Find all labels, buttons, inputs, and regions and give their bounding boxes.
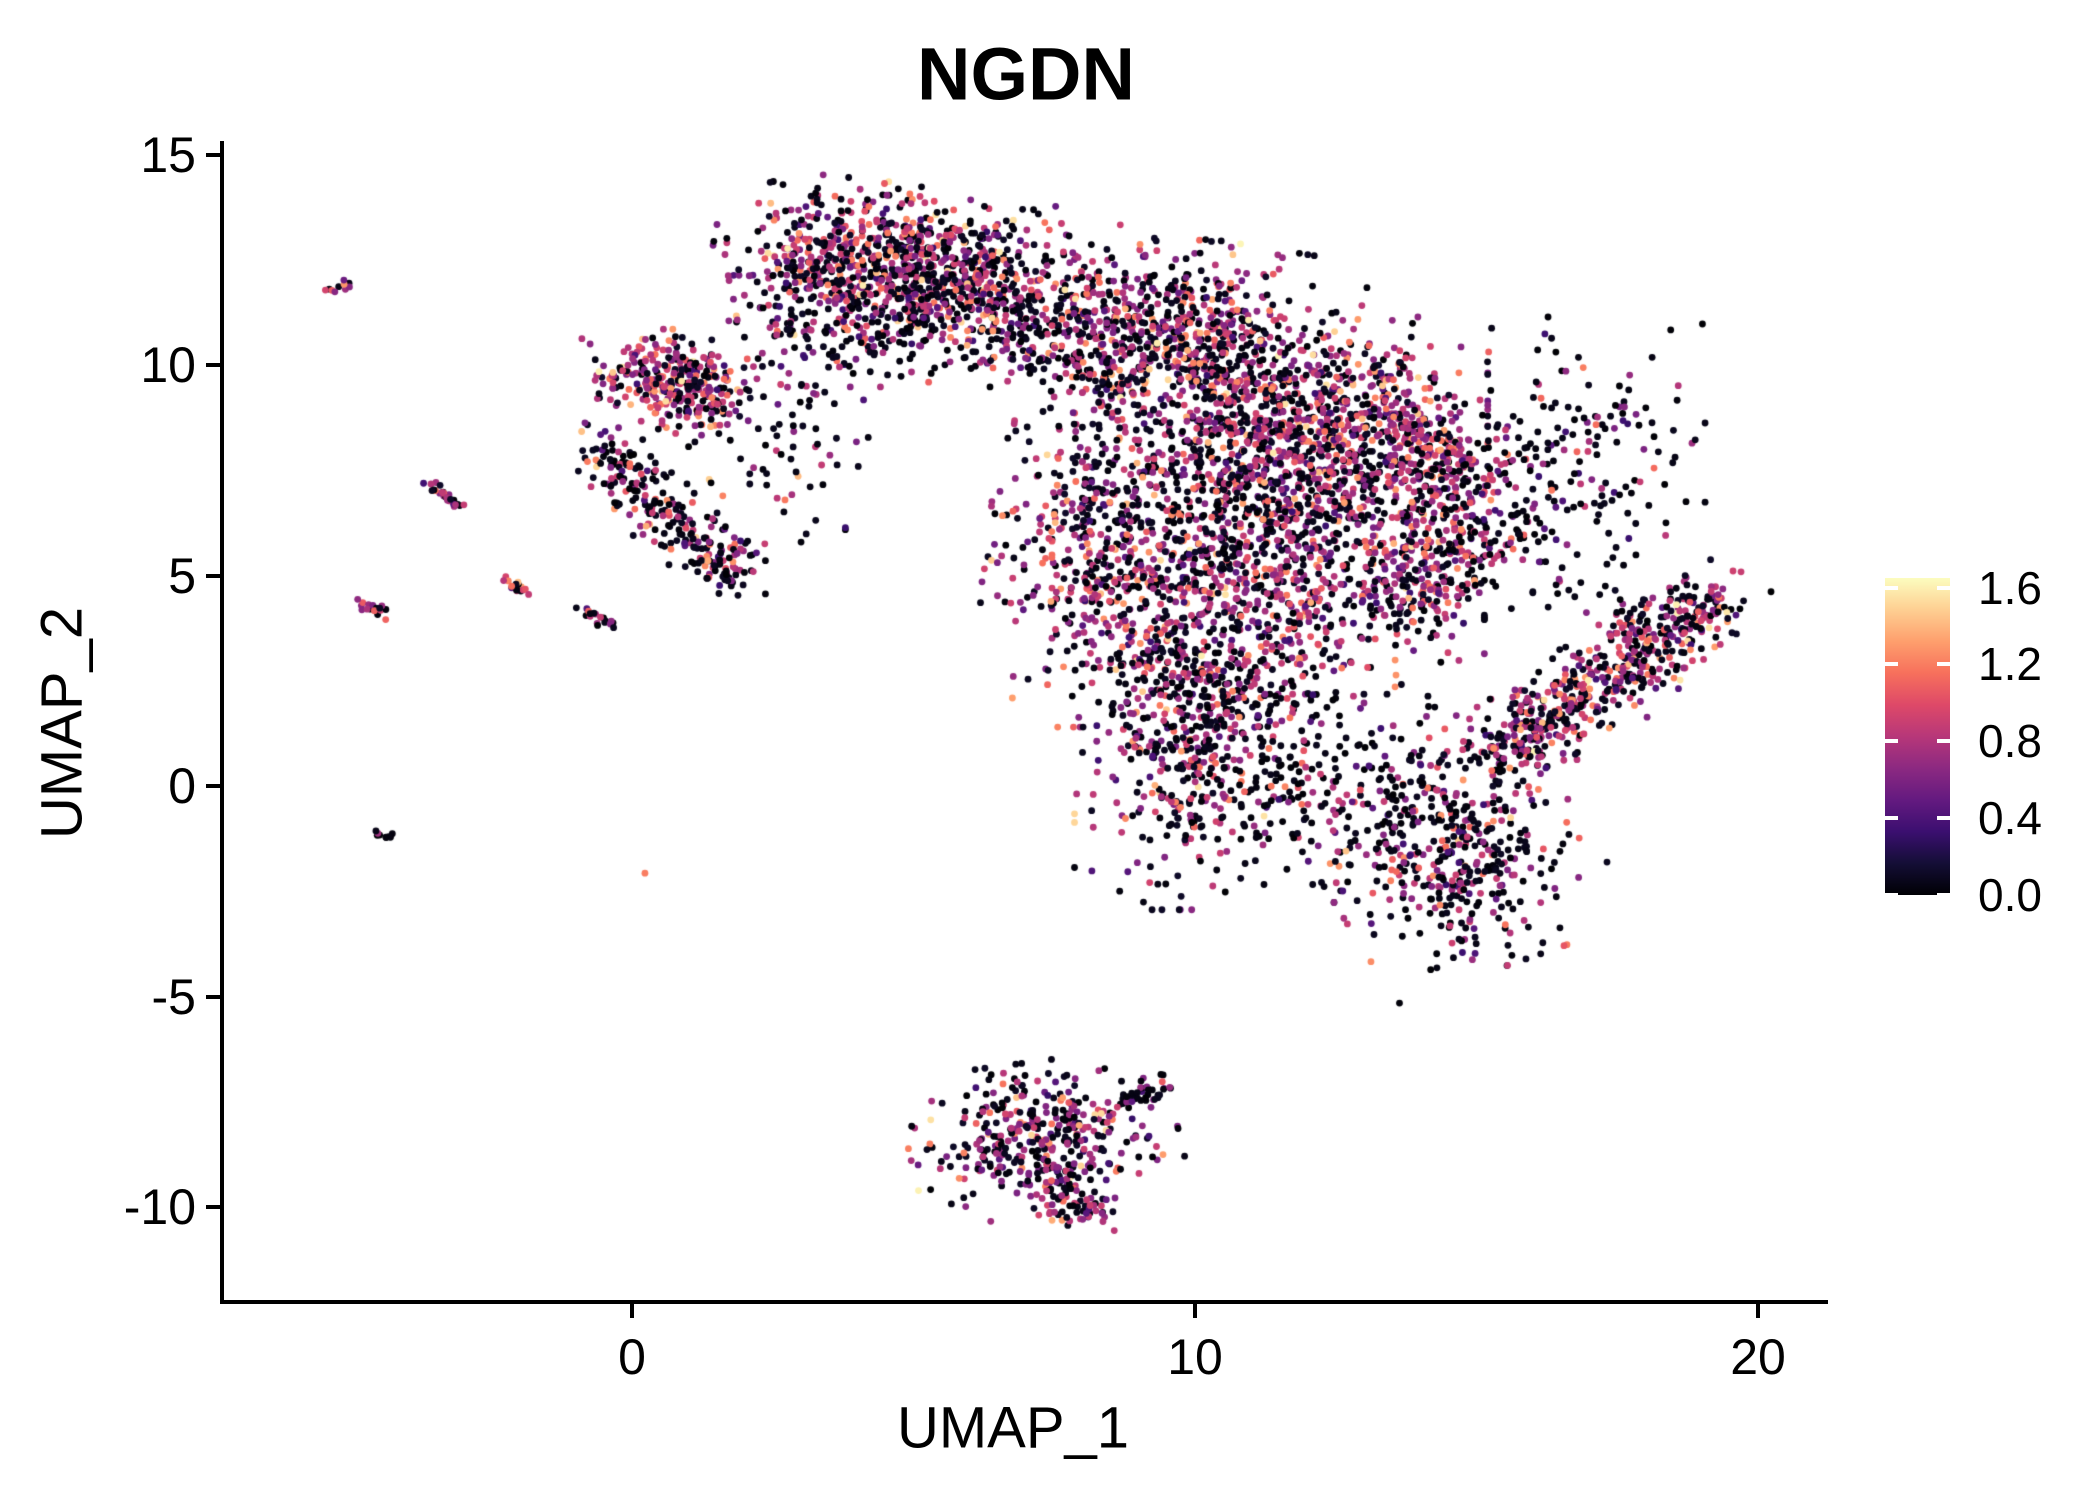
y-tick-label: -10 bbox=[123, 1179, 196, 1235]
colorbar-tick-mark bbox=[1937, 739, 1950, 744]
x-axis-line bbox=[220, 1300, 1828, 1304]
colorbar-tick-mark bbox=[1937, 662, 1950, 667]
colorbar-tick-label: 1.2 bbox=[1978, 638, 2042, 691]
y-tick-mark bbox=[206, 1205, 220, 1209]
y-tick-label: 10 bbox=[140, 337, 196, 393]
x-tick-label: 0 bbox=[618, 1329, 646, 1385]
colorbar-tick-label: 1.6 bbox=[1978, 561, 2042, 614]
y-tick-label: -5 bbox=[151, 968, 196, 1025]
y-axis-line bbox=[220, 141, 224, 1304]
colorbar-tick-mark bbox=[1885, 893, 1898, 897]
colorbar-tick-mark bbox=[1885, 816, 1898, 821]
y-tick-label: 0 bbox=[168, 758, 196, 814]
colorbar-tick-mark bbox=[1885, 585, 1898, 590]
colorbar-tick-mark bbox=[1937, 585, 1950, 590]
colorbar-tick-label: 0.0 bbox=[1978, 869, 2042, 921]
colorbar-tick-mark bbox=[1937, 893, 1950, 897]
y-axis-label: UMAP_2 bbox=[29, 606, 95, 840]
colorbar-tick-label: 0.8 bbox=[1978, 715, 2042, 768]
y-tick-mark bbox=[206, 994, 220, 999]
y-tick-mark bbox=[206, 152, 220, 157]
colorbar-tick-mark bbox=[1885, 662, 1898, 667]
x-tick-label: 10 bbox=[1167, 1329, 1223, 1385]
colorbar bbox=[1885, 578, 1950, 895]
x-tick-label: 20 bbox=[1730, 1329, 1786, 1385]
y-tick-label: 5 bbox=[168, 547, 196, 604]
y-tick-mark bbox=[206, 363, 220, 367]
colorbar-gradient bbox=[1885, 578, 1950, 895]
y-tick-label: 15 bbox=[140, 126, 196, 183]
y-tick-mark bbox=[206, 784, 220, 788]
x-tick-mark bbox=[630, 1304, 634, 1318]
x-axis-label: UMAP_1 bbox=[896, 1395, 1130, 1461]
colorbar-tick-mark bbox=[1885, 739, 1898, 744]
x-tick-mark bbox=[1193, 1304, 1197, 1318]
x-tick-mark bbox=[1756, 1304, 1760, 1318]
colorbar-tick-label: 0.4 bbox=[1978, 792, 2042, 845]
plot-title: NGDN bbox=[917, 32, 1135, 116]
y-tick-mark bbox=[206, 573, 220, 578]
colorbar-tick-mark bbox=[1937, 816, 1950, 821]
